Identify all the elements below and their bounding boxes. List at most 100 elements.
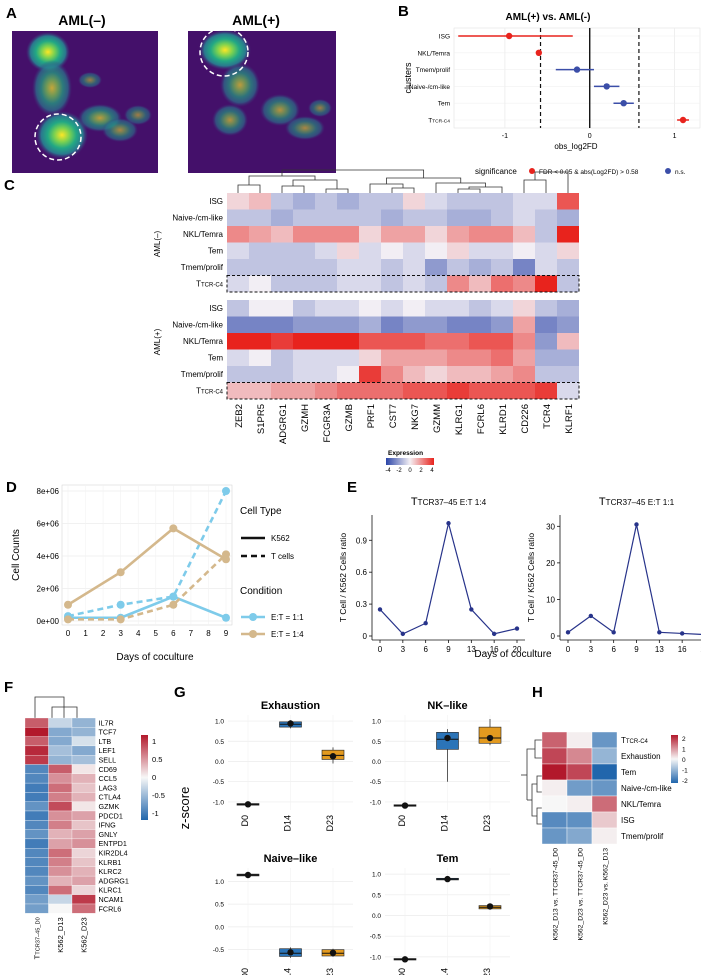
f-gene-label: IL7R: [99, 718, 114, 727]
c-heatmap-cell: [403, 300, 425, 317]
d-data-point: [169, 600, 178, 609]
d-xtick-label: 7: [189, 629, 194, 638]
f-heatmap-cell: [48, 875, 73, 886]
f-heatmap-cell: [71, 745, 96, 756]
d-ytick-label: 0e+00: [37, 617, 60, 626]
h-row-label: Naive-/cm-like: [621, 784, 672, 793]
f-heatmap-cell: [71, 717, 96, 728]
g-ytick-label: -1.0: [213, 799, 225, 806]
c-heatmap-cell: [315, 226, 337, 243]
f-heatmap-cell: [24, 782, 49, 793]
e-ytick-label: 0.3: [356, 600, 368, 609]
c-heatmap-cell: [359, 242, 381, 259]
c-heatmap-cell: [425, 242, 447, 259]
d-plot-area: [61, 484, 233, 626]
c-dendrogram-branch: [435, 182, 486, 193]
g-xtick-label: D23: [325, 968, 335, 975]
c-highlight-row: [226, 382, 580, 400]
b-legend-title: significance: [475, 167, 517, 176]
c-heatmap-cell: [513, 275, 535, 292]
c-heatmap-cell: [315, 300, 337, 317]
c-heatmap-cell: [315, 193, 337, 210]
c-group-label-pos: AML(+): [153, 328, 162, 355]
e-xtick-label: 0: [566, 645, 571, 654]
c-heatmap-cell: [513, 259, 535, 276]
f-gene-label: ENTPD1: [99, 839, 127, 848]
f-heatmap-cell: [71, 782, 96, 793]
c-heatmap-cell: [513, 300, 535, 317]
c-heatmap-cell: [469, 316, 491, 333]
c-heatmap-cell: [315, 242, 337, 259]
c-heatmap-cell: [249, 193, 271, 210]
h-heatmap-cell: [566, 795, 593, 813]
f-sample-label: TTCR37–45_D0: [33, 917, 42, 959]
b-point: [505, 32, 513, 40]
e-xtick-label: 13: [467, 645, 476, 654]
e-series-line: [379, 523, 518, 635]
c-row-label: NKL/Temra: [183, 337, 224, 346]
c-heatmap-cell: [513, 382, 535, 399]
g-ytick-label: 0.0: [215, 759, 224, 766]
c-heatmap-cell: [293, 259, 315, 276]
c-heatmap-cell: [271, 316, 293, 333]
c-heatmap-cell: [447, 382, 469, 399]
c-heatmap-cell: [227, 366, 249, 383]
c-heatmap-cell: [447, 193, 469, 210]
e-data-point: [423, 621, 428, 626]
c-heatmap-cell: [381, 193, 403, 210]
c-heatmap-cell: [557, 382, 579, 399]
c-heatmap-cell: [513, 226, 535, 243]
d-xtick-label: 5: [154, 629, 159, 638]
c-heatmap-cell: [469, 275, 491, 292]
h-heatmap-cell: [541, 763, 568, 781]
e-xtick-label: 16: [490, 645, 499, 654]
c-highlight-row: [226, 275, 580, 293]
d-data-point: [116, 615, 125, 624]
f-gene-label: CCL5: [99, 774, 117, 783]
c-heatmap-cell: [249, 349, 271, 366]
g-mean-point: [486, 734, 494, 742]
d-xtick-label: 1: [83, 629, 88, 638]
d-ytick-label: 6e+06: [37, 520, 60, 529]
c-heatmap-cell: [293, 349, 315, 366]
g-subplot-title: Naive–like: [264, 853, 318, 865]
c-heatmap-cell: [227, 259, 249, 276]
g-ytick-label: 0.0: [372, 913, 381, 920]
f-heatmap-cell: [24, 755, 49, 765]
c-heatmap-cell: [557, 366, 579, 383]
c-column-label: NKG7: [410, 404, 421, 430]
h-heatmap-cell: [566, 731, 593, 749]
c-heatmap-cell: [359, 382, 381, 399]
c-heatmap-cell: [227, 209, 249, 226]
h-column-label: K562_D23 vs. K562_D13: [603, 848, 610, 925]
h-heatmap-cell: [591, 779, 618, 797]
c-heatmap-cell: [315, 366, 337, 383]
density-left-highlight: [34, 113, 82, 161]
c-heatmap-cell: [249, 366, 271, 383]
c-heatmap-cell: [557, 316, 579, 333]
c-heatmap-cell: [425, 193, 447, 210]
e-xtick-label: 6: [423, 645, 428, 654]
c-heatmap-cell: [293, 242, 315, 259]
c-column-dendrogram: [237, 169, 569, 193]
c-heatmap-cell: [403, 226, 425, 243]
e-title: TTCR37–45 E:T 1:1: [599, 496, 675, 508]
c-colorbar-tick: 0: [408, 468, 412, 474]
d-legend-c2-label: E:T = 1:4: [271, 630, 304, 639]
d-legend-c1-marker: [249, 613, 257, 621]
f-gene-label: IFNG: [99, 821, 117, 830]
d-legend-dashed-label: T cells: [271, 552, 294, 561]
c-heatmap-cell: [513, 316, 535, 333]
e-ytick-label: 20: [546, 559, 555, 568]
f-heatmap-cell: [24, 773, 49, 784]
g-mean-point: [244, 801, 252, 808]
g-xtick-label: D14: [440, 968, 450, 975]
c-row-label: TTCR-C4: [196, 387, 224, 396]
c-heatmap-cell: [535, 349, 557, 366]
h-heatmap-cell: [566, 779, 593, 797]
panel-label-g: G: [174, 684, 186, 701]
h-column-label: K562_D13 vs. TTCR37-45_D0: [553, 848, 560, 941]
c-heatmap-cell: [425, 226, 447, 243]
c-heatmap-cell: [337, 333, 359, 350]
h-row-label: NKL/Temra: [621, 800, 662, 809]
